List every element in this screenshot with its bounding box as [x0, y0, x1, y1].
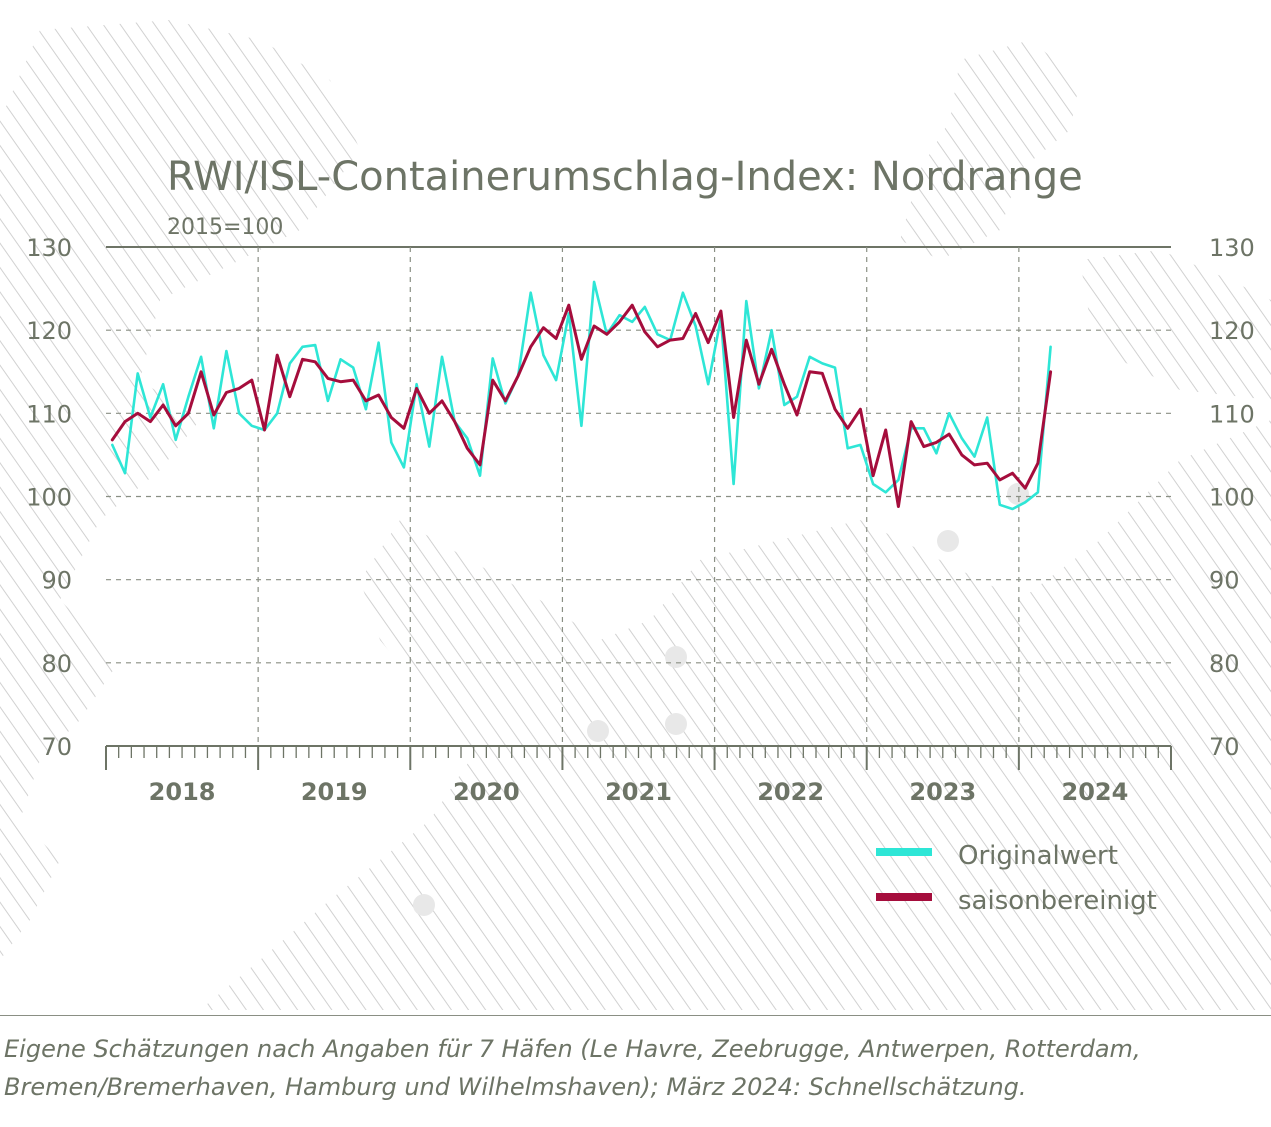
chart-subtitle: 2015=100 [167, 215, 283, 240]
footnote-divider [0, 1015, 1271, 1016]
y-tick-label-right: 90 [1209, 567, 1240, 595]
chart-title: RWI/ISL-Containerumschlag-Index: Nordran… [167, 154, 1083, 200]
y-tick-label-left: 120 [26, 317, 72, 345]
y-axis-ticks: 70 70 80 80 90 90 100 100 110 110 120 120 130 130 [26, 234, 1255, 761]
x-year-label: 2022 [757, 778, 824, 806]
legend: Originalwert saisonbereinigt [876, 841, 1157, 916]
y-tick-label-right: 110 [1209, 400, 1255, 428]
y-tick-label-left: 100 [26, 484, 72, 512]
y-tick-label-left: 70 [41, 733, 72, 761]
y-tick-label-left: 80 [41, 650, 72, 678]
x-year-label: 2018 [149, 778, 216, 806]
series-line-saisonbereinigt [110, 303, 1053, 508]
background-map [0, 20, 1271, 1010]
map-shape-east [1080, 250, 1271, 400]
y-tick-label-left: 90 [41, 567, 72, 595]
x-year-label: 2019 [301, 778, 368, 806]
map-dot [587, 720, 609, 742]
x-year-label: 2021 [605, 778, 672, 806]
legend-swatch-originalwert [876, 848, 932, 856]
map-dot [937, 530, 959, 552]
y-tick-label-right: 120 [1209, 317, 1255, 345]
x-year-label: 2020 [453, 778, 520, 806]
y-tick-label-right: 70 [1209, 733, 1240, 761]
x-year-label: 2024 [1062, 778, 1129, 806]
y-tick-label-right: 130 [1209, 234, 1255, 262]
x-axis: 2018 2019 2020 2021 2022 2023 2024 [105, 745, 1172, 806]
map-dot [665, 713, 687, 735]
series-lines [110, 280, 1053, 511]
y-tick-label-right: 80 [1209, 650, 1240, 678]
legend-label-originalwert: Originalwert [958, 841, 1118, 871]
x-year-label: 2023 [909, 778, 976, 806]
footnote: Eigene Schätzungen nach Angaben für 7 Hä… [4, 1035, 1141, 1101]
y-tick-label-left: 130 [26, 234, 72, 262]
y-tick-label-left: 110 [26, 400, 72, 428]
map-shape-left [0, 20, 360, 960]
map-dot [665, 646, 687, 668]
y-tick-label-right: 100 [1209, 484, 1255, 512]
series-line-originalwert [111, 280, 1052, 511]
legend-label-saisonbereinigt: saisonbereinigt [958, 886, 1157, 916]
map-shape-center [200, 420, 1271, 1010]
map-dot [413, 894, 435, 916]
map-shape-right [900, 40, 1080, 260]
legend-swatch-saisonbereinigt [876, 893, 932, 901]
